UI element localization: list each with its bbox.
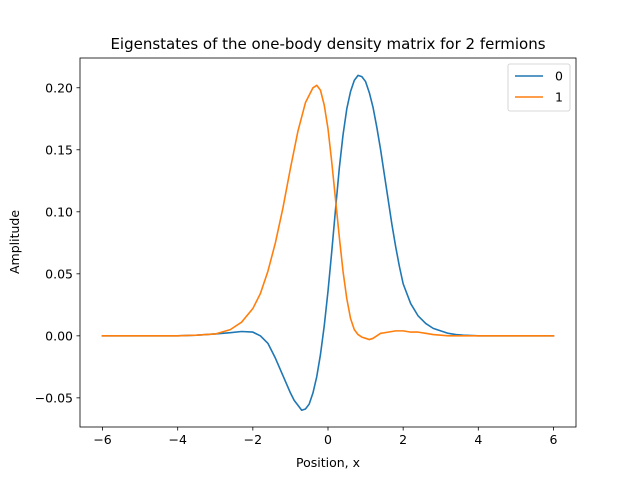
x-tick-label: −2: [244, 432, 262, 447]
y-axis-label: Amplitude: [7, 210, 22, 274]
chart-title: Eigenstates of the one-body density matr…: [110, 35, 545, 53]
x-tick-label: 2: [399, 432, 407, 447]
series-line-0: [101, 74, 555, 412]
x-tick-label: 4: [474, 432, 482, 447]
legend-label-0: 0: [555, 69, 563, 84]
y-tick-label: 0.20: [45, 80, 73, 95]
x-tick-label: −6: [93, 432, 111, 447]
y-tick-label: 0.05: [45, 266, 73, 281]
y-axis: −0.05 0.00 0.05 0.10 0.15 0.20: [35, 80, 80, 405]
x-tick-label: 6: [549, 432, 557, 447]
x-axis-label: Position, x: [296, 455, 360, 470]
y-tick-label: 0.00: [45, 328, 73, 343]
series-lines: [101, 74, 555, 412]
y-tick-label: 0.10: [45, 204, 73, 219]
x-tick-label: −4: [168, 432, 186, 447]
x-tick-label: 0: [324, 432, 332, 447]
x-axis: −6 −4 −2 0 2 4 6: [93, 427, 557, 447]
series-line-1: [101, 84, 555, 341]
legend: 01: [507, 63, 571, 112]
legend-label-1: 1: [555, 90, 563, 105]
y-tick-label: −0.05: [35, 390, 73, 405]
y-tick-label: 0.15: [45, 142, 73, 157]
